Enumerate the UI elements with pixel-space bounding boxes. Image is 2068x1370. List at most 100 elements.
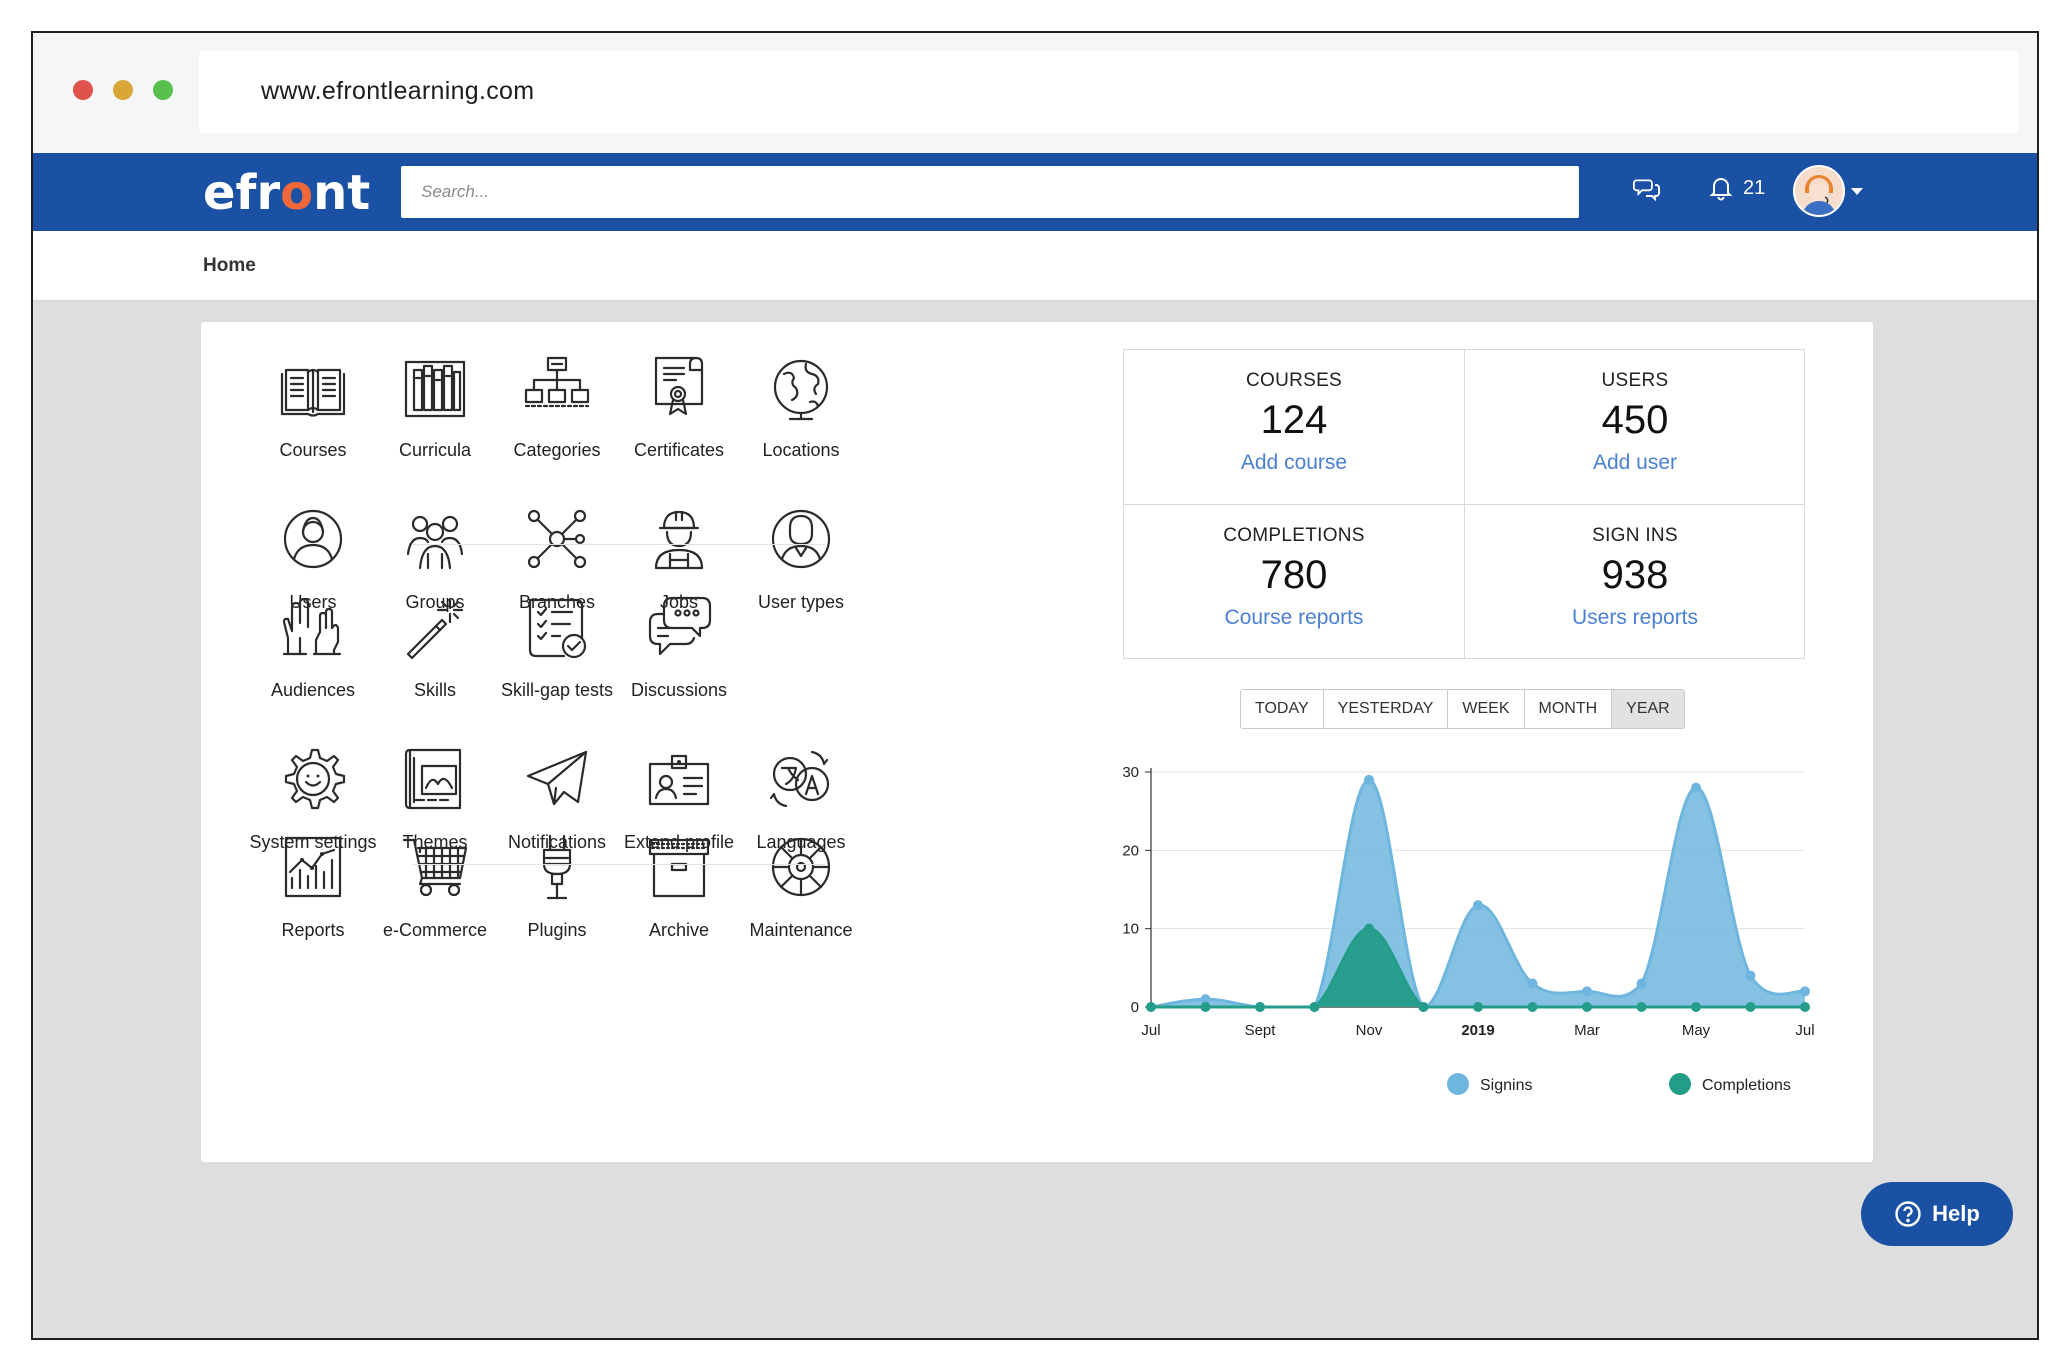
app-header: efront 21 bbox=[33, 153, 2037, 231]
avatar[interactable] bbox=[1793, 165, 1845, 217]
magic-wand-icon bbox=[406, 598, 464, 660]
tile-notifications[interactable]: Notifications bbox=[477, 744, 637, 853]
tile-label: Categories bbox=[513, 440, 601, 460]
x-tick-label: Mar bbox=[1574, 1022, 1600, 1039]
group-icon bbox=[406, 515, 464, 570]
x-tick-label: 2019 bbox=[1461, 1022, 1494, 1039]
maximize-window-dot[interactable] bbox=[153, 80, 173, 100]
tile-categories[interactable]: Categories bbox=[477, 352, 637, 461]
url-text: www.efrontlearning.com bbox=[261, 77, 535, 105]
point-completions bbox=[1255, 1002, 1265, 1012]
tile-e-commerce[interactable]: e-Commerce bbox=[355, 832, 515, 941]
legend-swatch-signins bbox=[1447, 1073, 1469, 1095]
tiles-divider bbox=[413, 864, 825, 865]
theme-icon bbox=[404, 748, 462, 810]
archive-box-icon bbox=[648, 838, 710, 898]
tile-audiences[interactable]: Audiences bbox=[233, 592, 393, 701]
cart-icon bbox=[402, 838, 468, 897]
period-yesterday[interactable]: YESTERDAY bbox=[1323, 690, 1449, 728]
tile-users[interactable]: Users bbox=[233, 504, 393, 613]
stat-label: SIGN INS bbox=[1592, 525, 1678, 546]
chat-icon[interactable] bbox=[1633, 175, 1661, 208]
stat-completions: COMPLETIONS 780 Course reports bbox=[1124, 505, 1464, 659]
add-user-link[interactable]: Add user bbox=[1592, 451, 1678, 474]
book-icon bbox=[280, 368, 346, 417]
point-completions bbox=[1691, 1002, 1701, 1012]
globe-icon bbox=[773, 359, 829, 421]
notifications[interactable]: 21 bbox=[1709, 175, 1765, 201]
tile-extend-profile[interactable]: Extend profile bbox=[599, 744, 759, 853]
branches-icon bbox=[527, 509, 587, 569]
efront-logo[interactable]: efront bbox=[203, 165, 371, 221]
course-reports-link[interactable]: Course reports bbox=[1224, 606, 1364, 629]
tile-locations[interactable]: Locations bbox=[721, 352, 881, 461]
chevron-down-icon[interactable] bbox=[1851, 188, 1863, 195]
languages-icon bbox=[769, 750, 830, 808]
y-tick-label: 0 bbox=[1131, 999, 1139, 1016]
point-signins bbox=[1582, 986, 1592, 997]
browser-window: www.efrontlearning.com efront 21 bbox=[31, 31, 2039, 1340]
stat-value: 780 bbox=[1260, 553, 1328, 597]
tile-user-types[interactable]: User types bbox=[721, 504, 881, 613]
point-signins bbox=[1473, 900, 1483, 911]
stat-signins: SIGN INS 938 Users reports bbox=[1465, 505, 1805, 659]
tile-courses[interactable]: Courses bbox=[233, 352, 393, 461]
point-completions bbox=[1745, 1002, 1756, 1012]
point-completions bbox=[1636, 1002, 1647, 1012]
tile-discussions[interactable]: Discussions bbox=[599, 592, 759, 701]
close-window-dot[interactable] bbox=[73, 80, 93, 100]
minimize-window-dot[interactable] bbox=[113, 80, 133, 100]
question-circle-icon bbox=[1895, 1201, 1921, 1227]
period-week[interactable]: WEEK bbox=[1448, 690, 1525, 728]
point-signins bbox=[1200, 994, 1211, 1005]
gear-icon bbox=[284, 748, 346, 810]
tile-label: e-Commerce bbox=[382, 920, 488, 940]
tile-system-settings[interactable]: System settings bbox=[233, 744, 393, 853]
tile-certificates[interactable]: Certificates bbox=[599, 352, 759, 461]
x-tick-label: May bbox=[1682, 1022, 1711, 1039]
x-tick-label: Sept bbox=[1245, 1022, 1277, 1039]
tile-curricula[interactable]: Curricula bbox=[355, 352, 515, 461]
tile-branches[interactable]: Branches bbox=[477, 504, 637, 613]
period-year[interactable]: YEAR bbox=[1612, 690, 1684, 728]
tile-label: System settings bbox=[249, 832, 377, 852]
y-tick-label: 30 bbox=[1122, 764, 1139, 781]
tile-skills[interactable]: Skills bbox=[355, 592, 515, 701]
help-label: Help bbox=[1932, 1201, 1980, 1226]
address-bar[interactable]: www.efrontlearning.com bbox=[199, 51, 2019, 133]
stat-label: COMPLETIONS bbox=[1223, 525, 1365, 546]
report-chart-icon bbox=[284, 836, 342, 898]
point-completions bbox=[1800, 1002, 1810, 1012]
breadcrumb: Home bbox=[33, 231, 2037, 301]
point-signins bbox=[1527, 978, 1538, 989]
id-card-icon bbox=[648, 754, 710, 806]
stat-value: 124 bbox=[1260, 398, 1328, 442]
stat-value: 938 bbox=[1601, 553, 1669, 597]
point-signins bbox=[1800, 986, 1810, 997]
tile-label: Plugins bbox=[527, 920, 587, 940]
y-tick-label: 20 bbox=[1122, 842, 1139, 859]
period-month[interactable]: MONTH bbox=[1524, 690, 1613, 728]
help-button[interactable]: Help bbox=[1861, 1182, 2013, 1246]
tile-skill-gap-tests[interactable]: Skill-gap tests bbox=[477, 592, 637, 701]
tile-label: Audiences bbox=[270, 680, 356, 700]
user-type-icon bbox=[771, 509, 831, 569]
legend-label-completions: Completions bbox=[1702, 1077, 1791, 1094]
tile-label: Archive bbox=[648, 920, 710, 940]
point-completions bbox=[1473, 1002, 1483, 1012]
stat-label: USERS bbox=[1601, 370, 1669, 391]
x-tick-label: Jul bbox=[1795, 1022, 1814, 1039]
breadcrumb-home[interactable]: Home bbox=[203, 255, 256, 276]
raised-hands-icon bbox=[282, 597, 342, 656]
tile-maintenance[interactable]: Maintenance bbox=[721, 832, 881, 941]
users-reports-link[interactable]: Users reports bbox=[1571, 606, 1699, 629]
tile-reports[interactable]: Reports bbox=[233, 832, 393, 941]
stat-users: USERS 450 Add user bbox=[1465, 350, 1805, 504]
hierarchy-icon bbox=[524, 356, 590, 408]
add-course-link[interactable]: Add course bbox=[1240, 451, 1348, 474]
search-input[interactable] bbox=[401, 166, 1579, 218]
point-completions bbox=[1146, 1002, 1156, 1012]
tile-label: Locations bbox=[762, 440, 840, 460]
period-today[interactable]: TODAY bbox=[1241, 690, 1324, 728]
paper-plane-icon bbox=[526, 750, 588, 806]
